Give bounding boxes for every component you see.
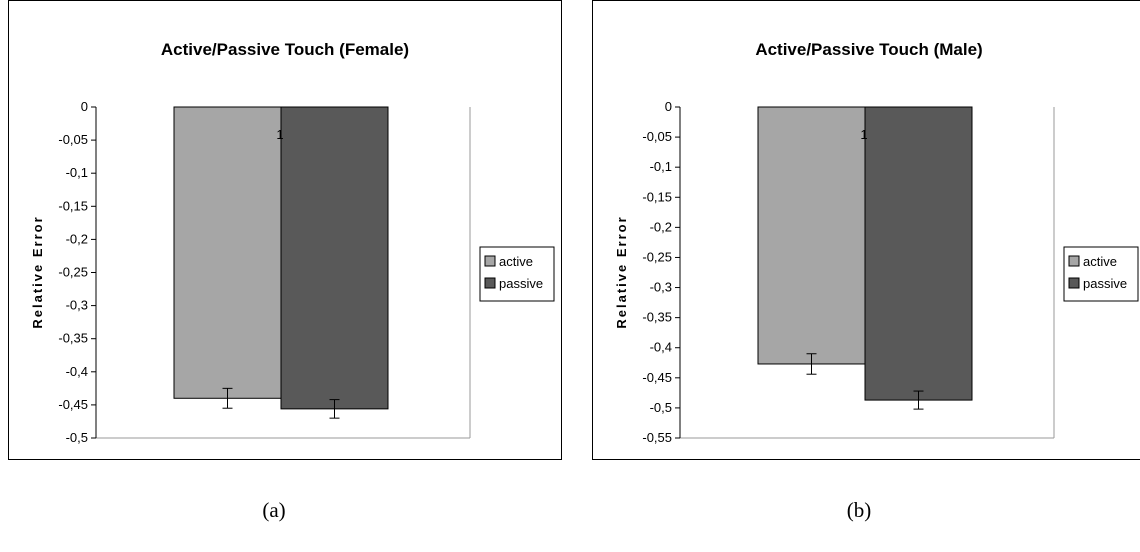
bar-active xyxy=(757,106,866,365)
legend: active passive xyxy=(479,246,555,302)
y-tick-label: -0,15 xyxy=(58,198,88,213)
y-tick-label: -0,2 xyxy=(66,231,88,246)
y-axis-label: Relative Error xyxy=(30,215,45,328)
y-tick-label: -0,3 xyxy=(66,298,88,313)
legend-swatch-passive xyxy=(484,277,496,289)
y-tick-label: -0,35 xyxy=(642,310,672,325)
y-tick-label: -0,25 xyxy=(58,265,88,280)
y-tick-label: -0,45 xyxy=(642,370,672,385)
chart-panel-female: Active/Passive Touch (Female) 0 -0,05 -0,1 -… xyxy=(8,0,568,552)
y-tick-label: -0,5 xyxy=(650,400,672,415)
y-tick-label: -0,3 xyxy=(650,280,672,295)
figure-caption: (b) xyxy=(846,498,872,522)
y-tick-label: -0,4 xyxy=(650,340,672,355)
category-label: 1 xyxy=(276,127,283,142)
chart-title: Active/Passive Touch (Female) xyxy=(161,40,409,59)
legend: active passive xyxy=(1063,246,1139,302)
y-tick-label: -0,45 xyxy=(58,397,88,412)
bar-passive xyxy=(280,106,389,410)
y-tick-label: -0,05 xyxy=(58,132,88,147)
category-label: 1 xyxy=(860,127,867,142)
legend-swatch-active xyxy=(484,255,496,267)
figure-caption: (a) xyxy=(262,498,286,522)
chart-panel-male: Active/Passive Touch (Male) 0 -0,05 -0,1 -0,… xyxy=(592,0,1140,552)
y-tick-label: 0 xyxy=(665,99,672,114)
y-tick-label: -0,5 xyxy=(66,430,88,445)
y-tick-label: -0,4 xyxy=(66,364,88,379)
y-tick-label: -0,15 xyxy=(642,189,672,204)
bar-passive xyxy=(864,106,973,401)
chart-male: Active/Passive Touch (Male) 0 -0,05 -0,1 -0,… xyxy=(614,40,1139,445)
legend-label-passive: passive xyxy=(499,276,543,291)
y-tick-label: -0,35 xyxy=(58,331,88,346)
chart-title: Active/Passive Touch (Male) xyxy=(755,40,982,59)
legend-swatch-active xyxy=(1068,255,1080,267)
y-tick-label: -0,55 xyxy=(642,430,672,445)
y-tick-label: -0,1 xyxy=(650,159,672,174)
chart-female: Active/Passive Touch (Female) 0 -0,05 -0,1 -… xyxy=(30,40,555,445)
y-tick-label: -0,25 xyxy=(642,249,672,264)
y-tick-label: 0 xyxy=(81,99,88,114)
legend-label-active: active xyxy=(1083,254,1117,269)
legend-label-passive: passive xyxy=(1083,276,1127,291)
legend-label-active: active xyxy=(499,254,533,269)
y-tick-label: -0,05 xyxy=(642,129,672,144)
y-axis-label: Relative Error xyxy=(614,215,629,328)
y-tick-label: -0,2 xyxy=(650,219,672,234)
bar-active xyxy=(173,106,282,399)
legend-swatch-passive xyxy=(1068,277,1080,289)
y-tick-label: -0,1 xyxy=(66,165,88,180)
